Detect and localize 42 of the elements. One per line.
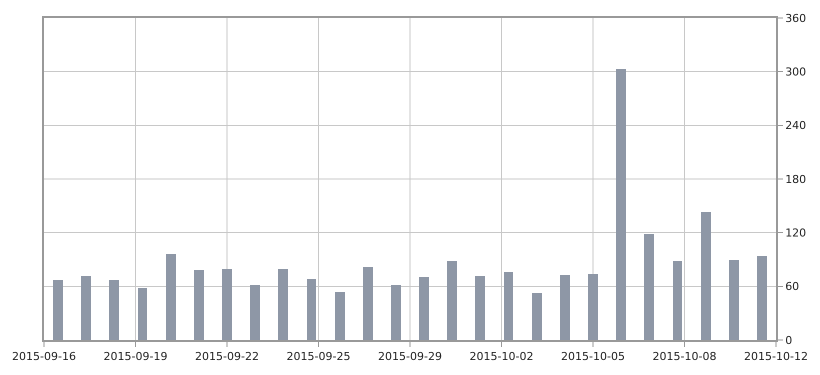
x-tick-label: 2015-09-25	[286, 350, 350, 364]
bar	[673, 261, 682, 340]
x-tick-label: 2015-09-29	[378, 350, 442, 364]
x-tick-label: 2015-10-12	[744, 350, 808, 364]
bar	[391, 285, 401, 340]
bar	[616, 69, 626, 340]
bar	[560, 275, 570, 340]
x-tick-label: 2015-10-05	[561, 350, 625, 364]
x-tick-label: 2015-09-19	[104, 350, 168, 364]
bar	[81, 276, 91, 340]
bar	[250, 285, 260, 340]
bar	[504, 272, 513, 340]
bar	[109, 280, 119, 340]
y-tick-label: 120	[785, 226, 806, 240]
y-tick-label: 180	[785, 172, 806, 186]
bar	[335, 292, 345, 340]
y-tick-label: 0	[785, 334, 792, 347]
bar	[644, 234, 654, 340]
y-tick-label: 360	[785, 12, 806, 25]
bar	[278, 269, 288, 340]
bar	[701, 212, 711, 340]
bar	[588, 274, 598, 340]
bar	[194, 270, 204, 340]
bar	[447, 261, 457, 340]
y-tick-label: 300	[785, 66, 806, 79]
x-tick-label: 2015-10-02	[470, 350, 534, 364]
bar	[222, 269, 232, 340]
bar	[53, 280, 63, 340]
bar	[138, 288, 147, 340]
x-tick-label: 2015-10-08	[652, 350, 716, 364]
bar	[307, 279, 316, 340]
bar	[166, 254, 176, 340]
y-tick-label: 60	[785, 280, 800, 294]
bar	[475, 276, 485, 340]
y-tick-label: 240	[785, 119, 806, 132]
x-tick-label: 2015-09-22	[195, 350, 259, 364]
bar	[532, 293, 542, 340]
bar	[363, 267, 373, 340]
x-tick-label: 2015-09-16	[12, 350, 76, 364]
bar	[729, 260, 739, 340]
bar	[419, 277, 429, 340]
bar	[757, 256, 767, 340]
